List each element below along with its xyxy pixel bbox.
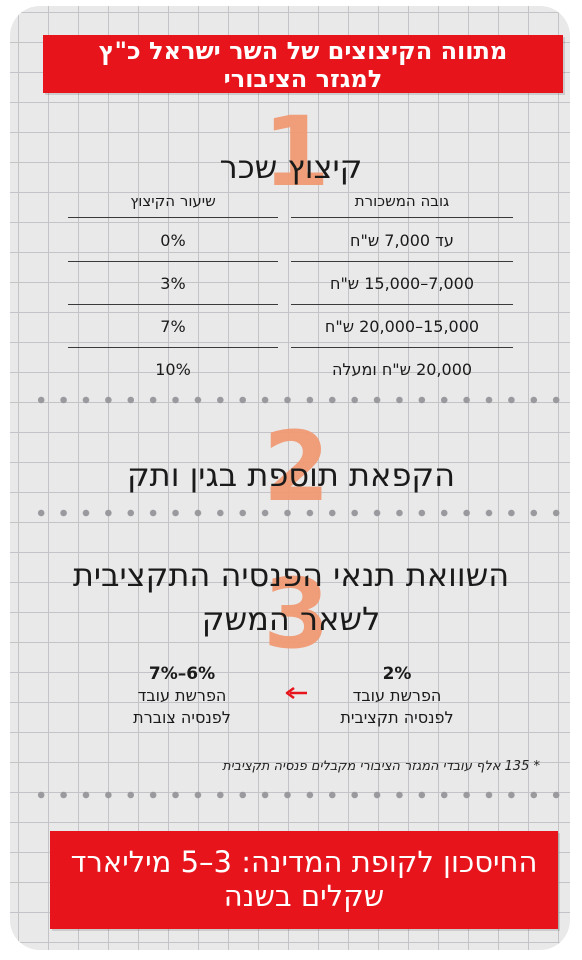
table-rule [68, 261, 278, 262]
table-cell-rate: 7% [160, 317, 186, 336]
budget-pension-line-2: לפנסיה תקציבית [340, 708, 454, 727]
section-1-title: קיצוץ שכר [219, 148, 363, 186]
accrued-pension-percent: 6%–7% [148, 664, 216, 684]
table-rule [68, 347, 278, 348]
accrued-pension-line-2: לפנסיה צוברת [133, 708, 231, 727]
headline-line-2: למגזר הציבורי [223, 65, 383, 93]
table-cell-rate: 10% [155, 360, 191, 379]
table-cell-salary: 7,000–15,000 ש"ח [329, 274, 475, 293]
headline-banner: מתווה הקיצוצים של השר ישראל כ"ץ למגזר הצ… [43, 35, 563, 93]
dotted-divider [30, 396, 570, 404]
accrued-pension-block: 6%–7% הפרשת עובד לפנסיה צוברת [92, 663, 272, 729]
table-rule [68, 217, 278, 218]
section-2-number: 2 [263, 411, 330, 523]
headline-line-1: מתווה הקיצוצים של השר ישראל כ"ץ [98, 37, 508, 65]
table-cell-salary: 15,000–20,000 ש"ח [324, 317, 480, 336]
infographic-card: מתווה הקיצוצים של השר ישראל כ"ץ למגזר הצ… [10, 6, 570, 950]
budget-pension-line-1: הפרשת עובד [352, 686, 442, 705]
table-rule [291, 261, 513, 262]
table-rule [291, 217, 513, 218]
accrued-pension-line-1: הפרשת עובד [137, 686, 227, 705]
dotted-divider [30, 509, 570, 517]
section-3-number: 3 [263, 558, 330, 670]
savings-banner: החיסכון לקופת המדינה: 3–5 מיליארד שקלים … [50, 831, 558, 929]
table-cell-rate: 0% [160, 231, 186, 250]
savings-line-1: החיסכון לקופת המדינה: 3–5 מיליארד [70, 845, 538, 879]
column-header-salary: גובה המשכורת [354, 192, 450, 210]
column-header-rate: שיעור הקיצוץ [130, 192, 216, 210]
budget-pension-percent: 2% [382, 664, 412, 684]
table-rule [291, 347, 513, 348]
section-3-title-line-2: לשאר המשק [201, 600, 381, 638]
section-2-title: הקפאת תוספת בגין ותק [126, 456, 456, 494]
left-arrow-icon [285, 687, 307, 699]
savings-line-2: שקלים בשנה [223, 879, 385, 913]
table-rule [68, 304, 278, 305]
footnote: * 135 אלף עובדי המגזר הציבורי מקבלים פנס… [222, 759, 540, 774]
table-cell-rate: 3% [160, 274, 186, 293]
budget-pension-block: 2% הפרשת עובד לפנסיה תקציבית [302, 663, 492, 729]
dotted-divider [30, 791, 570, 799]
table-cell-salary: עד 7,000 ש"ח [350, 231, 454, 250]
section-1-number: 1 [263, 96, 330, 208]
section-3-title-line-1: השוואת תנאי הפנסיה התקציבית [72, 556, 510, 594]
table-cell-salary: 20,000 ש"ח ומעלה [331, 360, 473, 379]
table-rule [291, 304, 513, 305]
